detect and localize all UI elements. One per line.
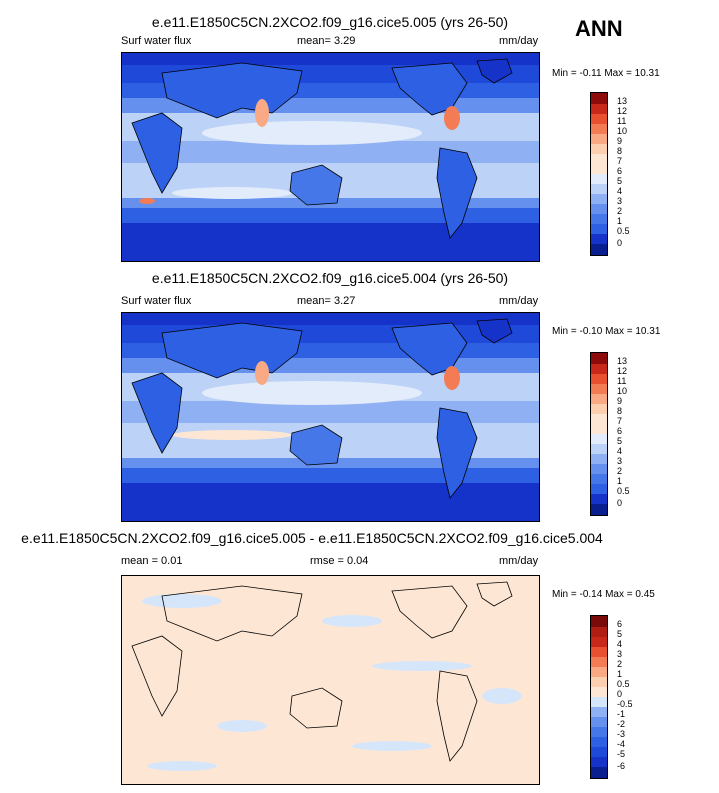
cbar-1-label: 0.5 [617, 226, 630, 236]
cbar-1-label: 8 [617, 146, 623, 156]
cbar-1-label: 10 [617, 126, 628, 136]
cbar-2-label: 6 [617, 426, 623, 436]
season-label: ANN [575, 16, 623, 41]
cbar-3-label: 6 [617, 619, 623, 629]
cbar-1-label: 4 [617, 186, 623, 196]
panel-1-mean: mean= 3.29 [297, 35, 356, 47]
panel-3-mean: mean = 0.01 [121, 555, 183, 567]
cbar-1-label: 13 [617, 96, 628, 106]
panel-2-variable: Surf water flux [121, 295, 192, 307]
cbar-1-label: 12 [617, 106, 628, 116]
panel-2-mean: mean= 3.27 [297, 295, 356, 307]
cbar-2-label: 9 [617, 396, 623, 406]
cbar-2-label: 5 [617, 436, 623, 446]
cbar-1-label: 5 [617, 176, 623, 186]
cbar-2-label: 0.5 [617, 486, 630, 496]
cbar-2-label: 4 [617, 446, 623, 456]
panel-1-minmax: Min = -0.11 Max = 10.31 [552, 68, 660, 79]
panel-3-units: mm/day [499, 555, 539, 567]
panel-1-units: mm/day [499, 35, 539, 47]
cbar-2-label: 1 [617, 476, 623, 486]
cbar-2-label: 3 [617, 456, 623, 466]
cbar-3-label: -4 [617, 739, 626, 749]
cbar-3-label: 0 [617, 689, 623, 699]
cbar-3-label: -6 [617, 761, 626, 771]
panel-1-colorbar [590, 92, 608, 256]
cbar-3-label: 3 [617, 649, 623, 659]
panel-3-map [121, 575, 540, 785]
cbar-3-label: 4 [617, 639, 623, 649]
panel-3-title: e.e11.E1850C5CN.2XCO2.f09_g16.cice5.005 … [21, 530, 603, 546]
cbar-1-label: 7 [617, 156, 623, 166]
cbar-2-label: 7 [617, 416, 623, 426]
cbar-1-label: 0 [617, 238, 623, 248]
cbar-1-label: 6 [617, 166, 623, 176]
cbar-2-label: 13 [617, 356, 628, 366]
panel-2-map [121, 312, 540, 522]
panel-2-colorbar [590, 352, 608, 516]
cbar-3-label: 0.5 [617, 679, 630, 689]
cbar-3-label: -2 [617, 719, 626, 729]
panel-1-variable: Surf water flux [121, 35, 192, 47]
cbar-3-label: -1 [617, 709, 626, 719]
cbar-2-label: 8 [617, 406, 623, 416]
cbar-3-label: -3 [617, 729, 626, 739]
cbar-2-label: 2 [617, 466, 623, 476]
cbar-2-label: 0 [617, 498, 623, 508]
cbar-1-label: 2 [617, 206, 623, 216]
cbar-1-label: 1 [617, 216, 623, 226]
cbar-2-label: 12 [617, 366, 628, 376]
cbar-1-label: 11 [617, 116, 627, 126]
cbar-2-label: 11 [617, 376, 627, 386]
cbar-1-label: 3 [617, 196, 623, 206]
cbar-3-label: -5 [617, 749, 626, 759]
cbar-3-label: -0.5 [617, 699, 633, 709]
panel-3-rmse: rmse = 0.04 [310, 555, 369, 567]
cbar-3-label: 1 [617, 669, 623, 679]
panel-1-map [121, 52, 540, 262]
cbar-2-label: 10 [617, 386, 628, 396]
panel-3-colorbar [590, 615, 608, 779]
cbar-1-label: 9 [617, 136, 623, 146]
panel-2-title: e.e11.E1850C5CN.2XCO2.f09_g16.cice5.004 … [151, 270, 509, 286]
cbar-3-label: 2 [617, 659, 623, 669]
panel-2-units: mm/day [499, 295, 539, 307]
panel-1-title: e.e11.E1850C5CN.2XCO2.f09_g16.cice5.005 … [151, 14, 509, 30]
cbar-3-label: 5 [617, 629, 623, 639]
panel-3-minmax: Min = -0.14 Max = 0.45 [552, 589, 655, 600]
panel-2-minmax: Min = -0.10 Max = 10.31 [552, 326, 661, 337]
